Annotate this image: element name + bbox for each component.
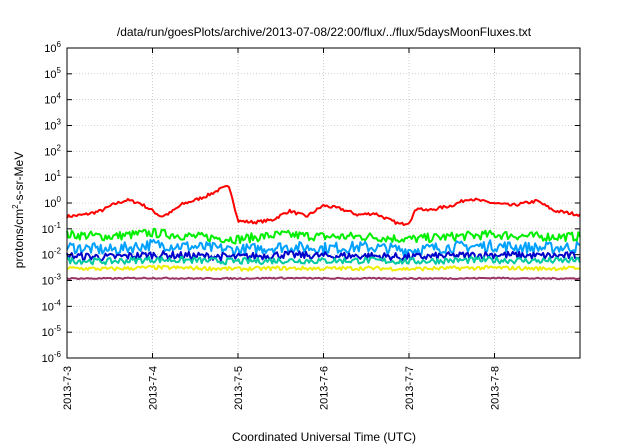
y-tick-label: 10-6	[42, 350, 62, 365]
series-line-5	[66, 255, 581, 266]
y-tick-label: 104	[44, 92, 61, 107]
y-tick-label-exp: -3	[54, 273, 62, 282]
y-tick-labels: 10-610-510-410-310-210-11001011021031041…	[42, 40, 62, 365]
y-tick-label-base: 10	[42, 224, 54, 236]
axes	[66, 47, 581, 359]
y-tick-label-base: 10	[42, 250, 54, 262]
y-tick-label-exp: -4	[54, 298, 62, 307]
y-axis-label-suffix: -s-sr-MeV	[12, 152, 26, 205]
y-tick-label-base: 10	[44, 69, 56, 81]
plot-frame	[66, 47, 581, 359]
series-line-2	[66, 227, 581, 245]
x-tick-label: 2013-7-6	[319, 366, 331, 410]
series-line-4	[66, 250, 581, 262]
series-line-6	[66, 264, 581, 272]
y-tick-label: 10-1	[42, 221, 62, 236]
y-tick-label-base: 10	[42, 276, 54, 288]
y-tick-label: 106	[44, 40, 61, 55]
y-tick-label-base: 10	[44, 121, 56, 133]
y-tick-label: 10-2	[42, 247, 62, 262]
x-tick-label: 2013-7-5	[233, 366, 245, 410]
y-tick-label: 10-5	[42, 324, 62, 339]
y-tick-label-base: 10	[44, 146, 56, 158]
y-tick-label-base: 10	[42, 327, 54, 339]
series-line-1	[66, 185, 581, 226]
chart-title: /data/run/goesPlots/archive/2013-07-08/2…	[117, 25, 532, 39]
series-layer	[66, 185, 581, 281]
y-tick-label-base: 10	[42, 301, 54, 313]
x-axis-label: Coordinated Universal Time (UTC)	[232, 430, 416, 444]
y-tick-label-exp: 6	[57, 40, 62, 49]
y-tick-label: 10-4	[42, 298, 62, 313]
y-tick-label-base: 10	[44, 198, 56, 210]
grid	[67, 48, 580, 358]
x-tick-label: 2013-7-4	[148, 366, 160, 410]
y-tick-label-exp: 0	[57, 195, 62, 204]
y-tick-label-base: 10	[44, 43, 56, 55]
y-tick-label-base: 10	[44, 95, 56, 107]
y-tick-label: 103	[44, 118, 61, 133]
y-axis-label-prefix: protons/cm	[12, 209, 26, 268]
x-tick-labels: 2013-7-3 2013-7-4 2013-7-5 2013-7-6 2013-7-7…	[62, 366, 502, 410]
y-tick-label-base: 10	[42, 353, 54, 365]
y-tick-label-exp: -2	[54, 247, 62, 256]
y-tick-label: 102	[44, 143, 61, 158]
x-tick-label: 2013-7-8	[490, 366, 502, 410]
y-tick-label: 10-3	[42, 273, 62, 288]
y-axis-label: protons/cm2-s-sr-MeV	[11, 152, 26, 268]
y-axis-label-sup: 2	[11, 204, 20, 209]
y-tick-label-exp: 1	[57, 169, 62, 178]
y-tick-label-base: 10	[44, 172, 56, 184]
y-tick-label-exp: 2	[57, 143, 62, 152]
x-tick-label: 2013-7-3	[62, 366, 74, 410]
y-tick-label-exp: 3	[57, 118, 62, 127]
series-line-7	[66, 276, 581, 281]
y-tick-label-exp: -1	[54, 221, 62, 230]
y-tick-label: 101	[44, 169, 61, 184]
y-tick-label: 105	[44, 66, 61, 81]
y-tick-label-exp: 4	[57, 92, 62, 101]
y-tick-label-exp: 5	[57, 66, 62, 75]
y-tick-label: 100	[44, 195, 61, 210]
y-tick-label-exp: -6	[54, 350, 62, 359]
x-tick-label: 2013-7-7	[404, 366, 416, 410]
y-tick-label-exp: -5	[54, 324, 62, 333]
